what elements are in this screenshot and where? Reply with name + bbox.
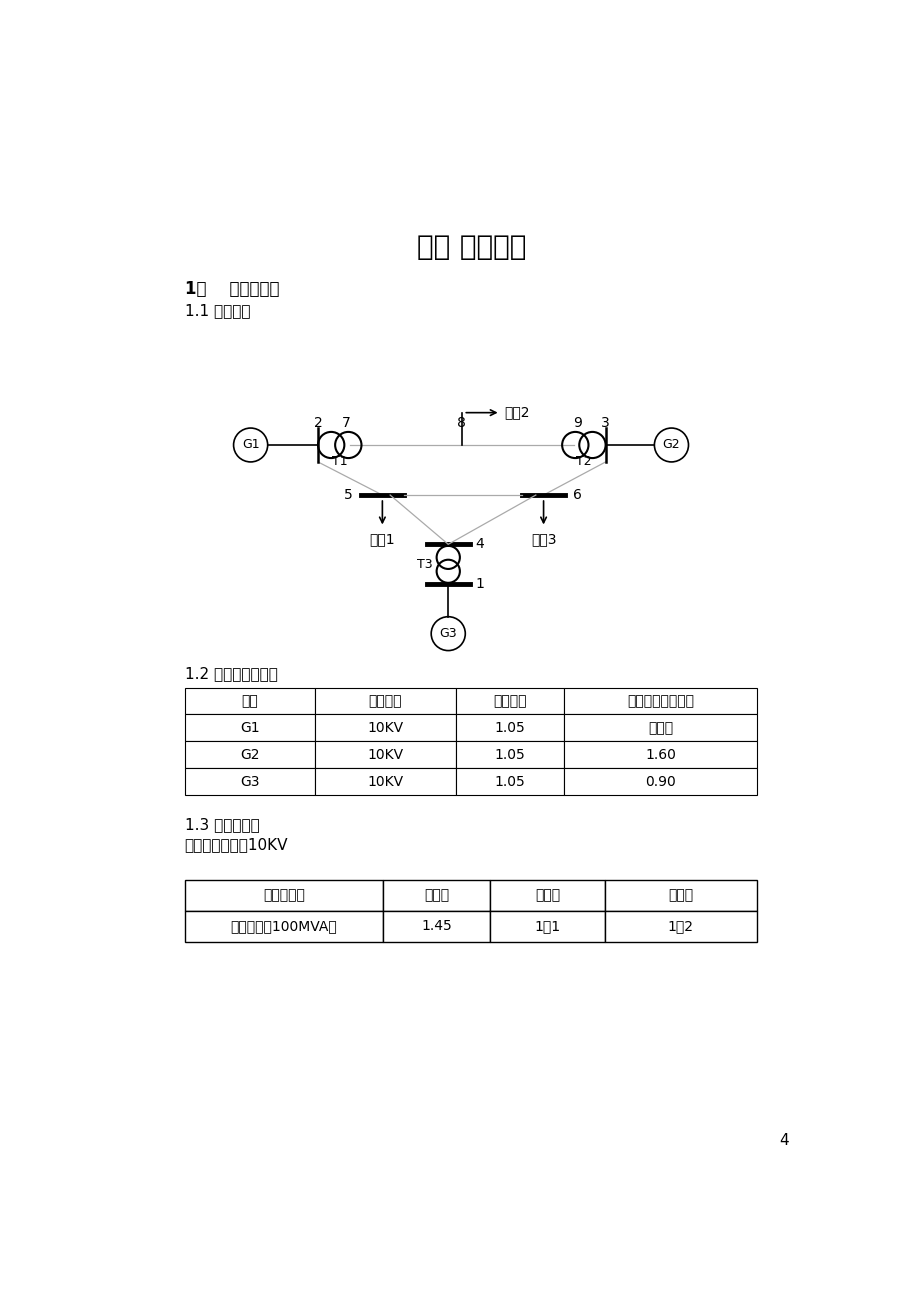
Bar [456, 715, 564, 741]
Bar [314, 768, 456, 796]
Text: 3: 3 [601, 417, 609, 431]
Bar [314, 687, 456, 715]
Text: 负荷2: 负荷2 [504, 406, 529, 419]
Text: 名称: 名称 [241, 694, 258, 708]
Text: 5: 5 [344, 488, 353, 503]
Text: 1.3 变电站数据: 1.3 变电站数据 [185, 818, 259, 832]
Bar [604, 911, 756, 941]
Text: 1: 1 [475, 577, 483, 591]
Bar [564, 715, 755, 741]
Bar [185, 768, 314, 796]
Text: 额定电压: 额定电压 [369, 694, 402, 708]
Text: 10KV: 10KV [367, 775, 403, 789]
Text: 负荷１: 负荷１ [424, 888, 448, 902]
Text: 典型方式输出有功: 典型方式输出有功 [627, 694, 693, 708]
Bar [314, 741, 456, 768]
Text: 9: 9 [573, 417, 582, 431]
Text: G1: G1 [240, 721, 259, 734]
Text: 6: 6 [573, 488, 581, 503]
Text: 2: 2 [313, 417, 322, 431]
Bar [382, 880, 490, 911]
Text: 最大负荷（100MVA）: 最大负荷（100MVA） [231, 919, 337, 934]
Text: 负荷1: 负荷1 [369, 533, 395, 547]
Text: 负荷２: 负荷２ [534, 888, 560, 902]
Text: T3: T3 [416, 557, 432, 570]
Bar [185, 687, 314, 715]
Bar [564, 768, 755, 796]
Text: 平衡机: 平衡机 [647, 721, 673, 734]
Bar [456, 741, 564, 768]
Text: 1.60: 1.60 [644, 747, 675, 762]
Bar [185, 715, 314, 741]
Bar [456, 687, 564, 715]
Text: 1.2 发电机稳态数据: 1.2 发电机稳态数据 [185, 667, 278, 681]
Text: 机端电压: 机端电压 [493, 694, 527, 708]
Bar [564, 687, 755, 715]
Bar [185, 911, 382, 941]
Text: 8: 8 [457, 417, 466, 431]
Bar [314, 715, 456, 741]
Text: G2: G2 [240, 747, 259, 762]
Text: 一、 设计任务: 一、 设计任务 [416, 233, 526, 262]
Bar [185, 880, 382, 911]
Bar [185, 741, 314, 768]
Text: 1、    原始资料：: 1、 原始资料： [185, 280, 279, 298]
Bar [564, 741, 755, 768]
Text: 负荷３: 负荷３ [667, 888, 693, 902]
Text: 变电站编号: 变电站编号 [263, 888, 304, 902]
Text: T2: T2 [575, 456, 591, 469]
Text: 1．2: 1．2 [667, 919, 693, 934]
Text: 1.45: 1.45 [421, 919, 451, 934]
Text: 10KV: 10KV [367, 721, 403, 734]
Text: 负荷额定电压为10KV: 负荷额定电压为10KV [185, 837, 288, 852]
Text: 1.05: 1.05 [494, 721, 525, 734]
Text: 1.1 网络拓扑: 1.1 网络拓扑 [185, 303, 250, 318]
Bar [490, 911, 604, 941]
Text: 负荷3: 负荷3 [530, 533, 556, 547]
Text: 7: 7 [341, 417, 350, 431]
Text: 4: 4 [475, 538, 483, 551]
Text: G3: G3 [240, 775, 259, 789]
Bar [604, 880, 756, 911]
Text: 10KV: 10KV [367, 747, 403, 762]
Text: 1.05: 1.05 [494, 775, 525, 789]
Text: 1.05: 1.05 [494, 747, 525, 762]
Text: T1: T1 [332, 456, 347, 469]
Text: G3: G3 [439, 628, 457, 641]
Text: 4: 4 [778, 1133, 789, 1148]
Text: G1: G1 [242, 439, 259, 452]
Bar [490, 880, 604, 911]
Text: 1．1: 1．1 [534, 919, 560, 934]
Text: G2: G2 [662, 439, 679, 452]
Bar [456, 768, 564, 796]
Bar [382, 911, 490, 941]
Text: 0.90: 0.90 [644, 775, 675, 789]
